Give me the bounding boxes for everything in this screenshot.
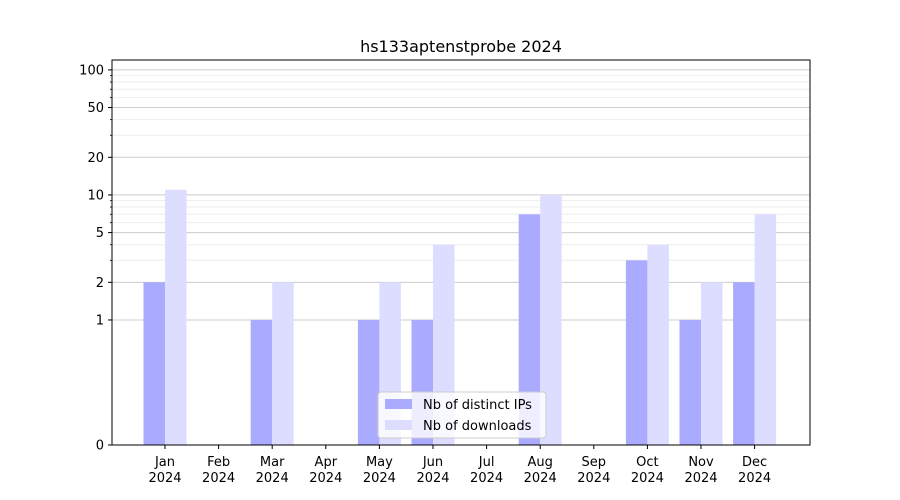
- x-tick-label-year: 2024: [148, 471, 181, 486]
- x-tick-label-year: 2024: [524, 471, 557, 486]
- plot-frame: [111, 59, 811, 446]
- x-tick-label-month: May: [366, 455, 393, 470]
- bar-distinct-ips-7: [518, 214, 541, 445]
- x-tick-label-year: 2024: [470, 471, 503, 486]
- y-tick-label: 5: [96, 226, 104, 241]
- x-tick-label-year: 2024: [416, 471, 449, 486]
- x-axis: Jan2024Feb2024Mar2024Apr2024May2024Jun20…: [148, 445, 771, 486]
- bar-downloads-2: [272, 282, 294, 445]
- bar-downloads-7: [540, 194, 562, 445]
- y-tick-label: 20: [87, 151, 104, 166]
- bar-distinct-ips-2: [250, 319, 273, 445]
- grid-layer: [112, 69, 810, 321]
- y-tick-label: 2: [96, 276, 104, 291]
- y-axis: 0 1 2 5 10 20 50 100: [79, 63, 112, 454]
- legend-label: Nb of distinct IPs: [423, 398, 532, 413]
- bar-downloads-10: [701, 282, 723, 445]
- x-tick-label-year: 2024: [631, 471, 664, 486]
- bar-distinct-ips-9: [625, 260, 648, 445]
- x-tick-label-month: Dec: [742, 455, 767, 470]
- bar-downloads-11: [754, 214, 777, 445]
- legend: Nb of distinct IPs Nb of downloads: [377, 391, 547, 439]
- chart-title: hs133aptenstprobe 2024: [360, 37, 562, 56]
- legend-label: Nb of downloads: [423, 419, 532, 434]
- x-tick-label-year: 2024: [256, 471, 289, 486]
- x-tick-label-month: Sep: [582, 455, 607, 470]
- x-tick-label-year: 2024: [684, 471, 717, 486]
- legend-swatch: [385, 420, 412, 430]
- bar-downloads-9: [647, 244, 669, 445]
- y-tick-label: 0: [96, 439, 104, 454]
- x-tick-label-year: 2024: [577, 471, 610, 486]
- x-tick-label-month: Oct: [636, 455, 658, 470]
- x-tick-label-year: 2024: [363, 471, 396, 486]
- x-tick-label-month: Nov: [688, 455, 714, 470]
- y-tick-label: 100: [79, 63, 104, 78]
- bar-distinct-ips-11: [733, 282, 755, 445]
- x-tick-label-year: 2024: [738, 471, 771, 486]
- x-tick-label-year: 2024: [309, 471, 342, 486]
- x-tick-label-month: Aug: [528, 455, 553, 470]
- y-tick-label: 1: [96, 313, 104, 328]
- x-tick-label-year: 2024: [202, 471, 235, 486]
- bar-downloads-0: [165, 189, 187, 445]
- bar-distinct-ips-4: [357, 319, 380, 445]
- y-tick-label: 10: [87, 188, 104, 203]
- y-tick-label: 50: [87, 101, 104, 116]
- x-tick-label-month: Apr: [315, 455, 338, 470]
- x-tick-label-month: Jun: [422, 455, 443, 470]
- bar-distinct-ips-0: [143, 282, 165, 445]
- x-tick-label-month: Jan: [154, 455, 175, 470]
- legend-swatch: [385, 399, 412, 409]
- x-tick-label-month: Jul: [478, 455, 495, 470]
- bar-distinct-ips-10: [679, 319, 701, 445]
- x-tick-label-month: Feb: [207, 455, 230, 470]
- x-tick-label-month: Mar: [260, 455, 285, 470]
- legend-box: [377, 391, 547, 439]
